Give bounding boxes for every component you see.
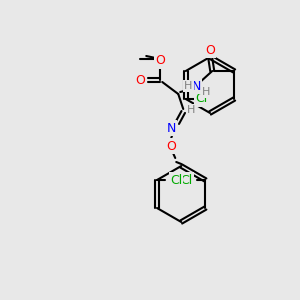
Text: O: O	[135, 74, 145, 86]
Text: O: O	[155, 55, 165, 68]
Text: N: N	[167, 122, 176, 134]
Text: H: H	[187, 105, 195, 115]
Text: Cl: Cl	[180, 173, 193, 187]
Text: N: N	[192, 80, 201, 92]
Text: O: O	[205, 44, 215, 56]
Text: Cl: Cl	[196, 92, 208, 106]
Text: H: H	[184, 81, 192, 91]
Text: O: O	[166, 140, 176, 152]
Text: H: H	[202, 87, 210, 97]
Text: Cl: Cl	[170, 173, 182, 187]
